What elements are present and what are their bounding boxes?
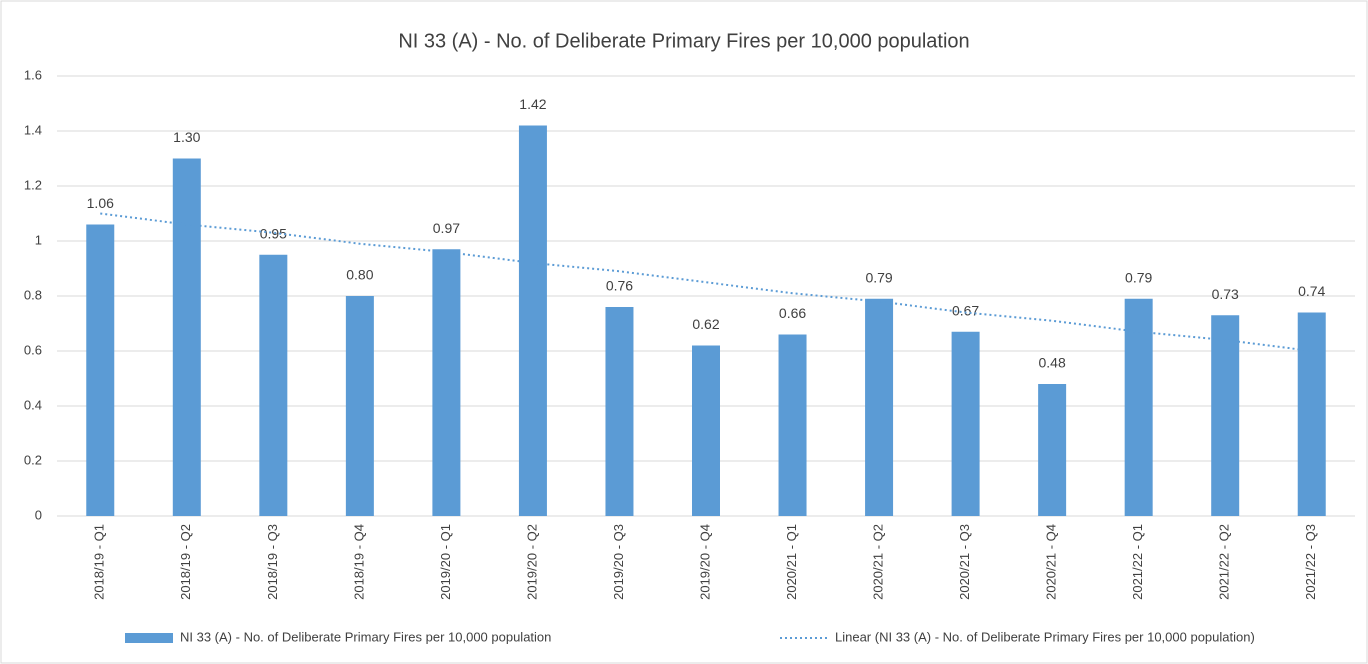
bar — [518, 125, 547, 516]
x-tick-label: 2020/21 - Q3 — [957, 524, 972, 600]
y-tick-label: 0.8 — [24, 287, 42, 302]
data-label: 0.66 — [779, 305, 806, 321]
y-tick-label: 0.2 — [24, 452, 42, 467]
data-label: 0.79 — [865, 269, 892, 285]
data-label: 0.95 — [260, 225, 287, 241]
bar — [432, 249, 461, 516]
x-tick-label: 2021/22 - Q1 — [1130, 524, 1145, 600]
bar — [1124, 298, 1153, 516]
y-tick-label: 1.2 — [24, 177, 42, 192]
bar — [1297, 312, 1326, 516]
x-tick-label: 2018/19 - Q2 — [178, 524, 193, 600]
x-tick-label: 2018/19 - Q1 — [92, 524, 107, 600]
x-tick-label: 2021/22 - Q2 — [1217, 524, 1232, 600]
data-label: 1.06 — [87, 195, 114, 211]
data-label: 0.73 — [1212, 286, 1239, 302]
legend-swatch — [125, 633, 173, 643]
data-label: 0.97 — [433, 220, 460, 236]
bar — [86, 224, 115, 516]
bar — [778, 334, 807, 516]
data-label: 1.30 — [173, 129, 200, 145]
bar — [1038, 384, 1067, 516]
bar — [259, 254, 288, 516]
x-tick-label: 2019/20 - Q4 — [697, 524, 712, 600]
data-label: 0.48 — [1039, 355, 1066, 371]
x-tick-label: 2019/20 - Q2 — [524, 524, 539, 600]
data-label: 0.79 — [1125, 269, 1152, 285]
y-tick-label: 0.4 — [24, 397, 42, 412]
data-label: 1.42 — [519, 96, 546, 112]
chart-title: NI 33 (A) - No. of Deliberate Primary Fi… — [398, 30, 969, 52]
x-tick-label: 2018/19 - Q4 — [351, 524, 366, 600]
y-tick-label: 1 — [35, 232, 42, 247]
bar — [605, 307, 634, 516]
bar — [951, 331, 980, 516]
bar — [865, 298, 894, 516]
data-label: 0.67 — [952, 302, 979, 318]
x-tick-label: 2020/21 - Q2 — [871, 524, 886, 600]
trend-line — [100, 212, 1312, 352]
y-tick-label: 1.6 — [24, 67, 42, 82]
bar — [172, 158, 201, 516]
data-label: 0.80 — [346, 267, 373, 283]
y-tick-label: 1.4 — [24, 122, 42, 137]
x-tick-label: 2020/21 - Q1 — [784, 524, 799, 600]
legend-label: Linear (NI 33 (A) - No. of Deliberate Pr… — [835, 629, 1255, 644]
bar — [1211, 315, 1240, 516]
x-tick-label: 2021/22 - Q3 — [1303, 524, 1318, 600]
x-tick-label: 2020/21 - Q4 — [1044, 524, 1059, 600]
x-tick-label: 2018/19 - Q3 — [265, 524, 280, 600]
x-tick-label: 2019/20 - Q3 — [611, 524, 626, 600]
legend-label: NI 33 (A) - No. of Deliberate Primary Fi… — [180, 629, 551, 644]
x-tick-label: 2019/20 - Q1 — [438, 524, 453, 600]
y-tick-label: 0 — [35, 507, 42, 522]
data-label: 0.62 — [692, 316, 719, 332]
bar — [692, 345, 720, 516]
y-tick-label: 0.6 — [24, 342, 42, 357]
data-label: 0.76 — [606, 278, 633, 294]
data-label: 0.74 — [1298, 283, 1325, 299]
bar — [345, 296, 374, 516]
